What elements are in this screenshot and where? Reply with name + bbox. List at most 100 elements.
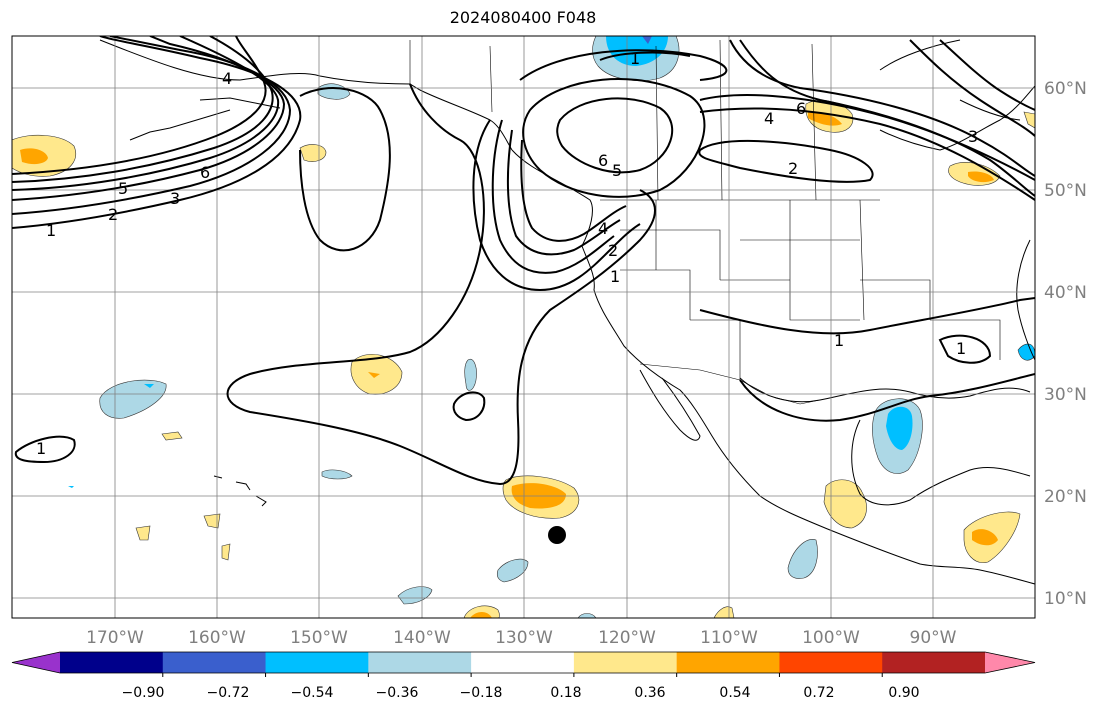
- colorbar-segment: [573, 652, 678, 673]
- lon-label: 110°W: [700, 628, 758, 648]
- lat-label: 50°N: [1044, 181, 1087, 201]
- lat-label: 10°N: [1044, 589, 1087, 609]
- contour-line: [699, 107, 1035, 201]
- contour-line: [519, 49, 728, 81]
- colorbar-tick-label: 0.90: [888, 685, 919, 701]
- contour-line: [472, 119, 641, 292]
- coastline-aleutians: [129, 97, 281, 141]
- contour-line: [938, 334, 992, 364]
- contour-line: [698, 140, 874, 183]
- anomaly-patch: [221, 543, 231, 561]
- lon-label: 150°W: [290, 628, 348, 648]
- gridlines: [12, 36, 1035, 618]
- anomaly-patch: [161, 431, 183, 441]
- lat-label: 40°N: [1044, 283, 1087, 303]
- colorbar-tick-label: −0.36: [376, 685, 419, 701]
- contour-label: 5: [612, 161, 622, 180]
- lon-label: 160°W: [188, 628, 246, 648]
- contour-line: [14, 435, 76, 464]
- anomaly-patch: [1017, 343, 1035, 361]
- anomaly-patch: [203, 513, 221, 529]
- coastline-islands-hawaii: [213, 475, 267, 507]
- contour-label: 2: [788, 159, 798, 178]
- contour-line: [729, 39, 1035, 177]
- contour-line: [299, 87, 391, 252]
- location-marker: [548, 526, 566, 544]
- contour-label: 4: [598, 219, 608, 238]
- anomaly-patch: [135, 525, 151, 541]
- colorbar-tick-label: −0.18: [460, 685, 503, 701]
- contour-labels: 1 2 3 5 6 4 1 2 4 5 6 2 4 6 3 1 1 1 1: [36, 49, 978, 458]
- lon-label: 170°W: [86, 628, 144, 648]
- anomaly-patch: [464, 358, 477, 391]
- anomaly-patch: [496, 558, 529, 583]
- colorbar: [11, 651, 1036, 677]
- contour-label: 6: [796, 99, 806, 118]
- map-title: 2024080400 F048: [449, 8, 597, 27]
- contour-line: [556, 97, 673, 174]
- lon-label: 90°W: [910, 628, 957, 648]
- political-borders: [409, 39, 1001, 405]
- anomaly-patch: [368, 372, 380, 378]
- lon-label: 130°W: [495, 628, 553, 648]
- coastline-baja: [639, 369, 701, 441]
- contour-line: [599, 51, 691, 61]
- contour-line: [909, 39, 1035, 137]
- anomaly-patch: [968, 171, 994, 183]
- colorbar-tick-label: 0.36: [634, 685, 665, 701]
- anomaly-patch: [808, 111, 842, 126]
- colorbar-segment: [471, 652, 575, 673]
- contour-line: [939, 39, 1035, 111]
- contour-line: [739, 39, 1035, 197]
- contour-line: [12, 36, 267, 175]
- colorbar-tick-label: −0.54: [291, 685, 334, 701]
- contours: [12, 36, 1035, 486]
- latitude-labels: 60°N 50°N 40°N 30°N 20°N 10°N: [1044, 79, 1087, 609]
- contour-line: [12, 36, 292, 215]
- contour-line: [506, 129, 621, 256]
- colorbar-segment: [779, 652, 883, 673]
- contour-label: 3: [170, 189, 180, 208]
- colorbar-segment: [882, 652, 986, 673]
- colorbar-tick-label: −0.72: [207, 685, 250, 701]
- contour-label: 5: [118, 179, 128, 198]
- border-canada-provinces: [655, 39, 817, 201]
- colorbar-segment: [60, 652, 164, 673]
- contour-label: 6: [200, 163, 210, 182]
- anomaly-patch: [299, 144, 327, 162]
- contour-label: 2: [608, 241, 618, 260]
- anomaly-patch: [68, 486, 74, 488]
- contour-label: 1: [834, 331, 844, 350]
- anomaly-patch: [823, 479, 867, 529]
- contour-label: 2: [108, 205, 118, 224]
- coastline-east: [1016, 239, 1035, 361]
- colorbar-extend-max: [985, 652, 1035, 673]
- contour-label: 1: [956, 339, 966, 358]
- contour-line: [226, 83, 656, 486]
- border-us-mexico: [639, 363, 821, 405]
- contour-label: 1: [610, 267, 620, 286]
- anomaly-patch: [470, 612, 492, 618]
- lon-label: 140°W: [393, 628, 451, 648]
- anomaly-patch: [1023, 111, 1035, 129]
- anomaly-patch: [20, 148, 48, 165]
- contour-label: 3: [968, 127, 978, 146]
- contour-label: 1: [46, 221, 56, 240]
- colorbar-tick-label: 0.54: [719, 685, 750, 701]
- anomaly-patch: [144, 384, 154, 388]
- colorbar-extend-min: [12, 652, 60, 673]
- contour-line: [491, 119, 615, 274]
- colorbar-segment: [162, 652, 267, 673]
- colorbar-tick-label: 0.18: [550, 685, 581, 701]
- contour-line: [12, 36, 274, 183]
- lat-label: 60°N: [1044, 79, 1087, 99]
- contour-line: [452, 391, 486, 422]
- anomaly-patch: [787, 539, 818, 579]
- contour-line: [12, 36, 302, 229]
- colorbar-segment: [265, 652, 369, 673]
- shaded-anomalies: [12, 36, 1035, 618]
- anomaly-patch: [99, 379, 167, 419]
- colorbar-outline: [11, 651, 1036, 674]
- contour-label: 4: [764, 109, 774, 128]
- colorbar-segment: [676, 652, 780, 673]
